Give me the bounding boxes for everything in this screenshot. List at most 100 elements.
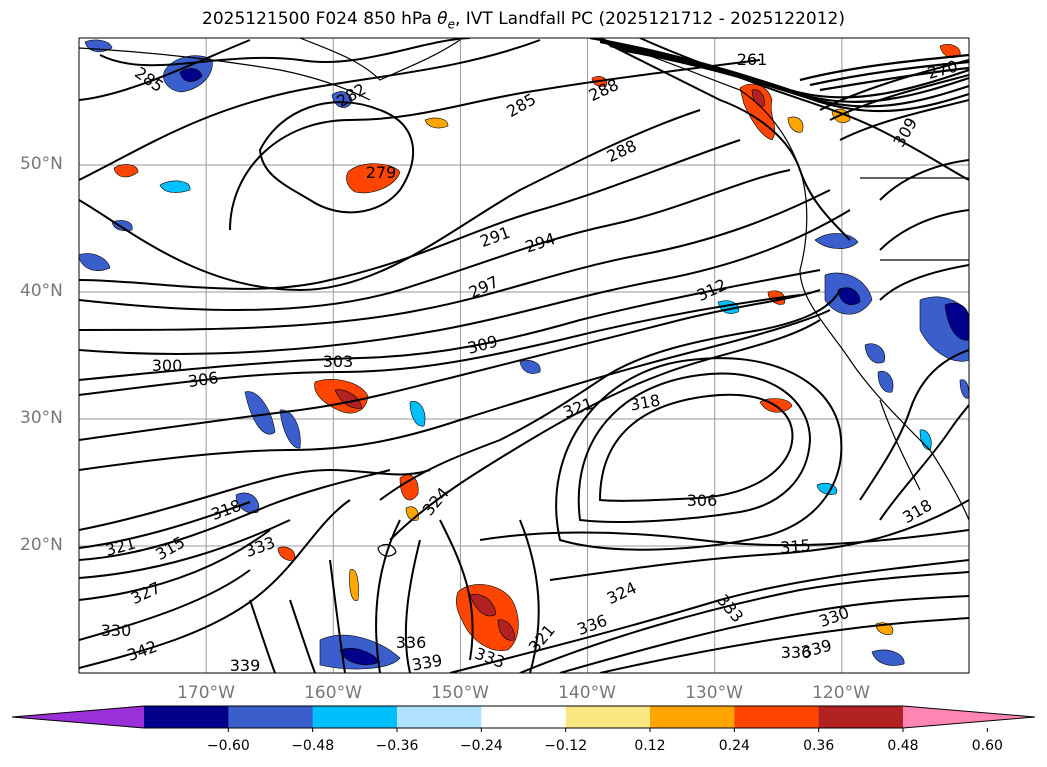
colorbar-outline [11,705,1036,729]
theta-e-contour [439,519,474,661]
contour-label: 339 [230,656,261,675]
shade-positive [469,594,497,617]
theta-e-contour [598,393,794,502]
lat-label-20n: 20°N [20,535,63,555]
theta-e-contour [375,519,401,673]
theta-e-contours [79,38,969,673]
shade-negative [179,68,203,82]
contour-label: 330 [101,621,132,640]
theta-e-contour [599,39,851,241]
theta-e-contour [79,501,251,549]
theta-e-contour [79,294,801,396]
theta-e-contour [519,571,969,673]
shade-negative [877,370,894,393]
map-background [79,38,969,673]
lon-label-150w: 150°W [431,683,489,703]
shade-positive [424,117,449,129]
theta-e-contour [79,269,821,381]
contour-label: 261 [737,50,768,69]
map-title: 2025121500 F024 850 hPa θe, IVT Landfall… [202,9,845,32]
colorbar-tick-label: 0.12 [634,738,666,754]
colorbar-bin [818,706,904,728]
coastline-hawaii [377,543,397,557]
lat-label-30n: 30°N [20,408,63,428]
theta-e-contour [79,519,291,579]
colorbar-bin [228,706,314,728]
shade-positive [334,389,363,409]
colorbar-tick-label: 0.48 [887,738,919,754]
colorbar-tick-label: −0.60 [206,738,250,754]
lon-label-140w: 140°W [558,683,616,703]
lon-label-170w: 170°W [177,683,235,703]
shade-negative [79,253,111,271]
shade-negative [837,287,861,305]
shade-negative [279,409,301,449]
contour-label: 306 [187,368,220,391]
colorbar-bin [144,706,229,728]
coastline-aleutians [79,47,371,101]
theta-e-contour [79,139,741,290]
theta-e-contour [79,39,541,181]
theta-e-contour [879,404,969,521]
theta-e-contour [79,499,351,669]
shade-positive [346,163,401,194]
shade-negative [959,379,969,399]
theta-e-contour [79,569,251,641]
theta-e-contour [379,289,841,501]
shade-positive [113,164,139,178]
theta-e-contour [79,469,391,561]
colorbar-tick-label: −0.48 [291,738,335,754]
lat-label-40n: 40°N [20,281,63,301]
theta-e-contour [229,59,761,231]
colorbar-bin [650,706,735,728]
coastline-baja [879,399,921,491]
theta-e-contour [519,519,540,673]
coastline-alaska [299,38,461,81]
theta-e-contour [79,39,251,101]
theta-e-contour [99,38,471,67]
shade-negative [519,360,541,374]
theta-e-contour [859,349,969,501]
theta-e-contour [577,372,812,523]
contour-label: 300 [152,356,183,375]
lon-label-120w: 120°W [812,683,870,703]
shade-negative [944,302,969,341]
colorbar-tick-label: 0.36 [803,738,835,754]
theta-e-contour [479,529,969,547]
theta-e-contour [258,101,414,214]
contour-label: 315 [779,536,811,558]
contour-label: 306 [687,491,718,510]
colorbar-tick-label: −0.12 [544,738,588,754]
coastlines [79,38,969,557]
colorbar-bin [397,706,482,728]
shade-positive [751,89,765,107]
lon-label-160w: 160°W [304,683,362,703]
shade-positive [787,116,804,133]
colorbar-bin [312,706,398,728]
colorbar-bin [565,706,651,728]
dense-contour-band [589,38,969,113]
theta-e-contour [79,209,851,355]
contour-label: 303 [323,352,354,371]
theta-e-contour [879,264,969,301]
colorbar-bin [734,706,820,728]
theta-e-contour [829,74,969,121]
shade-negative [339,648,381,665]
theta-e-contour [329,559,346,673]
colorbar-extend-max [903,706,1035,728]
contour-label: 279 [366,163,397,182]
coastline-north-america [599,38,969,521]
theta-e-contour [559,595,969,673]
colorbar-tick-label: 0.24 [718,738,750,754]
contour-label: 336 [781,643,812,662]
map-frame [78,37,970,674]
shade-negative [409,401,426,427]
theta-e-contour [249,599,276,673]
colorbar-extend-min [12,706,144,728]
colorbar-bin [481,706,567,728]
theta-e-contour [289,599,316,673]
colorbar-tick-label: 0.60 [971,738,1003,754]
theta-e-contour [79,289,821,441]
colorbar-tick-label: −0.36 [375,738,419,754]
